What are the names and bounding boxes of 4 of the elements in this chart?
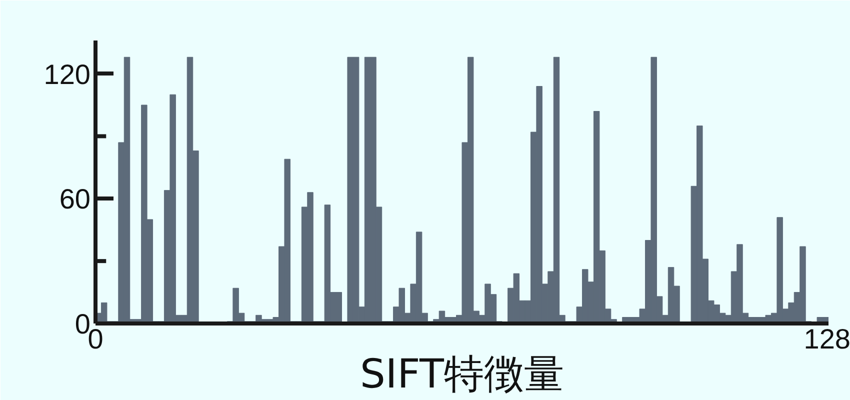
x-tick-label: 128 <box>804 324 850 354</box>
y-tick-label: 60 <box>59 184 91 215</box>
y-tick-label: 120 <box>44 58 90 90</box>
x-axis-title: SIFT特徴量 <box>360 352 564 398</box>
